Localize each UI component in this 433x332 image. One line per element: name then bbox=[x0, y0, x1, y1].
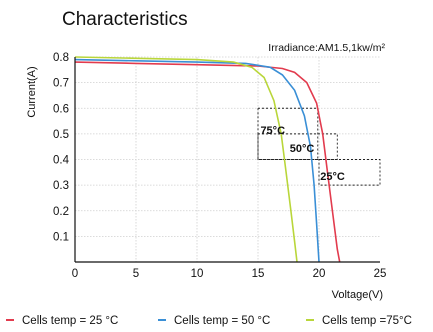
chart-title: Characteristics bbox=[62, 9, 188, 30]
y-tick-label: 0.1 bbox=[53, 231, 69, 243]
y-tick-label: 0.4 bbox=[53, 155, 70, 167]
legend-swatch bbox=[158, 318, 166, 321]
axes bbox=[74, 57, 380, 263]
legend-label: Cells temp = 50 °C bbox=[174, 315, 271, 327]
series-temp-label: 75°C bbox=[260, 125, 285, 137]
legend-label: Cells temp =75°C bbox=[322, 315, 412, 327]
legend-label: Cells temp = 25 °C bbox=[22, 315, 119, 327]
series-line bbox=[74, 61, 341, 263]
legend-swatch bbox=[306, 318, 314, 321]
x-axis-label: Voltage(V) bbox=[332, 289, 383, 301]
tick-labels: 0 5 10 15 20 25 0.1 0.2 0.3 0.4 0.5 0.6 0.7 0.8 bbox=[53, 52, 386, 280]
irradiance-annotation: Irradiance:AM1.5,1kw/m² bbox=[268, 42, 385, 54]
series-temp-label: 50°C bbox=[290, 143, 315, 155]
x-tick-label: 15 bbox=[252, 268, 265, 280]
y-tick-label: 0.6 bbox=[53, 103, 69, 115]
series-labels: 25°C 50°C 75°C bbox=[260, 125, 344, 183]
x-tick-label: 25 bbox=[374, 268, 387, 280]
series-line bbox=[74, 56, 298, 263]
series-line bbox=[74, 58, 320, 263]
legend-swatch bbox=[6, 318, 14, 321]
y-tick-label: 0.5 bbox=[53, 129, 69, 141]
x-tick-label: 5 bbox=[133, 268, 139, 280]
y-tick-label: 0.8 bbox=[53, 52, 69, 64]
series-temp-label: 25°C bbox=[320, 171, 345, 183]
annotation-box bbox=[318, 159, 381, 186]
x-tick-label: 10 bbox=[191, 268, 204, 280]
legend-item: Cells temp =75°C bbox=[306, 315, 412, 327]
annotation-boxes bbox=[257, 107, 381, 186]
x-tick-label: 20 bbox=[313, 268, 326, 280]
y-tick-label: 0.2 bbox=[53, 206, 69, 218]
y-axis-label: Current(A) bbox=[26, 66, 38, 117]
legend-item: Cells temp = 50 °C bbox=[158, 315, 270, 327]
y-tick-label: 0.3 bbox=[53, 180, 69, 192]
y-tick-label: 0.7 bbox=[53, 78, 69, 90]
series-lines bbox=[74, 56, 341, 263]
legend: Cells temp = 25 °C Cells temp = 50 °C Cell… bbox=[0, 315, 433, 331]
x-tick-label: 0 bbox=[72, 268, 78, 280]
legend-item: Cells temp = 25 °C bbox=[6, 315, 118, 327]
annotation-box bbox=[257, 133, 338, 160]
